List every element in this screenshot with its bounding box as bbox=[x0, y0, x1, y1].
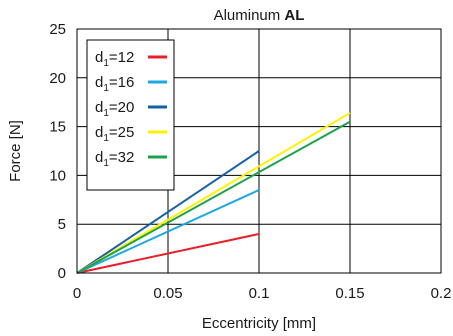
legend-label: d1=20 bbox=[95, 99, 134, 119]
x-tick-label: 0.2 bbox=[431, 285, 452, 302]
x-axis-title: Eccentricity [mm] bbox=[202, 315, 316, 332]
series-lines bbox=[76, 112, 351, 274]
chart-title-prefix: Aluminum bbox=[214, 7, 285, 24]
x-tick-label: 0 bbox=[73, 285, 81, 302]
y-axis-title: Force [N] bbox=[7, 120, 24, 182]
x-tick-label: 0.1 bbox=[249, 285, 270, 302]
series-line bbox=[76, 189, 260, 274]
y-tick-label: 20 bbox=[49, 70, 66, 87]
legend: d1=12 d1=16 d1=20 d1=25 d1=32 bbox=[86, 39, 175, 191]
series-line bbox=[76, 112, 351, 274]
x-tick-label: 0.15 bbox=[335, 285, 364, 302]
series-line bbox=[76, 120, 351, 274]
legend-label: d1=16 bbox=[95, 74, 134, 94]
legend-label: d1=32 bbox=[95, 149, 134, 169]
x-tick-label: 0.05 bbox=[153, 285, 182, 302]
y-tick-label: 10 bbox=[49, 167, 66, 184]
y-tick-label: 25 bbox=[49, 21, 66, 38]
plot-frame bbox=[76, 28, 442, 274]
legend-label: d1=12 bbox=[95, 49, 134, 69]
legend-label: d1=25 bbox=[95, 124, 134, 144]
series-line bbox=[76, 232, 260, 274]
y-tick-label: 15 bbox=[49, 119, 66, 136]
x-tick-labels: 0 0.05 0.1 0.15 0.2 bbox=[73, 285, 452, 302]
y-tick-label: 5 bbox=[58, 216, 66, 233]
series-line bbox=[76, 150, 260, 274]
chart-title-bold: AL bbox=[284, 7, 304, 24]
y-tick-label: 0 bbox=[58, 265, 66, 282]
chart-title: Aluminum AL bbox=[214, 7, 305, 24]
legend-box bbox=[86, 39, 175, 191]
y-tick-labels: 0 5 10 15 20 25 bbox=[49, 21, 66, 282]
